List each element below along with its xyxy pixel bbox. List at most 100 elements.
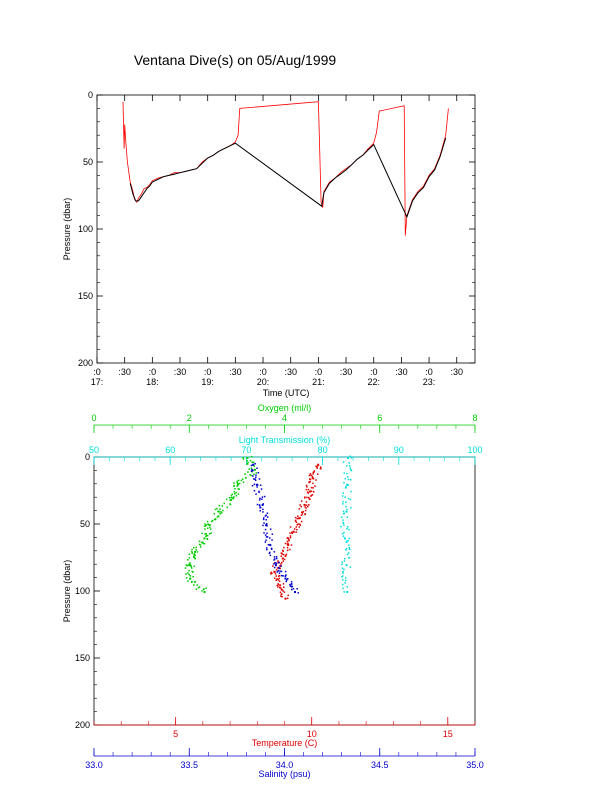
profile-point [265, 519, 267, 521]
y-tick-label: 200 [78, 358, 93, 368]
profile-point [293, 528, 296, 530]
profile-point [344, 579, 347, 582]
profile-point [193, 547, 195, 549]
profile-point [233, 496, 235, 498]
profile-point [287, 578, 289, 580]
profile-point [278, 572, 281, 574]
profile-point [294, 516, 297, 519]
x-tick-label: :30 [174, 367, 187, 377]
x-tick-label: :0 [259, 367, 267, 377]
axis-tick-label: 8 [472, 413, 477, 423]
profile-point [230, 495, 233, 497]
profile-point [185, 573, 187, 575]
profile-point [346, 527, 348, 530]
x-tick-label: :0 [93, 367, 101, 377]
profile-point [265, 547, 268, 549]
profile-point [262, 518, 265, 521]
profile-data-point [189, 564, 192, 567]
profile-point [345, 501, 347, 503]
profile-point [282, 590, 284, 592]
axis-tick-label: 4 [282, 413, 287, 423]
profile-point [301, 513, 304, 515]
profile-point [263, 532, 265, 534]
axis-tick-label: 50 [89, 445, 99, 455]
profile-point [186, 564, 189, 567]
profile-point [252, 461, 255, 463]
profile-point [195, 549, 198, 551]
profile-point [197, 587, 200, 589]
profile-point [289, 532, 291, 534]
profile-point [261, 498, 263, 500]
profile-point [343, 560, 346, 562]
y-tick-label: 150 [78, 291, 93, 301]
profile-data-point [269, 544, 272, 547]
profile-point [306, 496, 308, 499]
pressure-series-line [129, 137, 447, 219]
profile-point [264, 541, 267, 543]
profile-point [244, 473, 246, 475]
axis-tick-label: 5 [173, 729, 178, 739]
profile-point [273, 559, 275, 561]
profile-point [251, 468, 253, 471]
profile-point [350, 469, 353, 472]
profile-point [281, 561, 283, 564]
profile-point [258, 504, 261, 506]
profile-point [348, 557, 350, 559]
profile-point [273, 556, 276, 558]
profile-point [229, 499, 231, 502]
profile-point [280, 565, 282, 567]
profile-point [284, 555, 287, 557]
profile-point [343, 591, 345, 593]
profile-point [283, 591, 286, 593]
profile-point [294, 520, 297, 522]
profile-point [345, 548, 348, 550]
pressure-series-line [122, 101, 449, 236]
profile-point [225, 498, 228, 501]
profile-point [296, 524, 298, 526]
profile-point [275, 556, 278, 558]
profile-point [286, 540, 289, 543]
profile-point [276, 557, 278, 560]
profile-point [343, 472, 345, 474]
profile-point [273, 551, 276, 553]
profile-point [196, 584, 198, 586]
profile-point [296, 588, 298, 590]
profile-point [280, 555, 282, 557]
profile-point [253, 478, 255, 480]
profile-data-point [284, 577, 287, 580]
profile-point [342, 521, 344, 524]
profile-point [265, 539, 267, 541]
profile-point [210, 532, 212, 534]
profile-point [343, 524, 345, 526]
profile-data-point [252, 463, 255, 466]
profile-point [278, 567, 280, 570]
profile-point [346, 586, 348, 588]
profile-point [276, 567, 279, 569]
profile-point [340, 516, 343, 519]
profile-point [340, 525, 342, 528]
axis-title: Oxygen (ml/l) [258, 403, 312, 413]
profile-point [317, 473, 319, 475]
profile-point [205, 533, 207, 535]
profile-point [189, 562, 191, 564]
axis-tick-label: 90 [394, 445, 404, 455]
profile-point [346, 465, 348, 467]
profile-point [246, 460, 248, 462]
profile-point [298, 526, 300, 528]
profile-point [255, 493, 257, 495]
profile-point [297, 523, 299, 525]
profile-point [341, 561, 343, 564]
profile-point [341, 583, 344, 586]
profile-point [206, 520, 209, 523]
profile-point [304, 509, 307, 512]
profile-point [269, 554, 272, 557]
profile-point [289, 536, 292, 539]
profile-point [345, 540, 348, 543]
profile-point [274, 562, 276, 564]
profile-point [350, 490, 352, 493]
profile-point [313, 470, 316, 472]
profile-point [258, 490, 260, 493]
profile-point [256, 503, 259, 506]
y-tick-label: 150 [75, 653, 90, 663]
profile-data-point [346, 483, 349, 486]
